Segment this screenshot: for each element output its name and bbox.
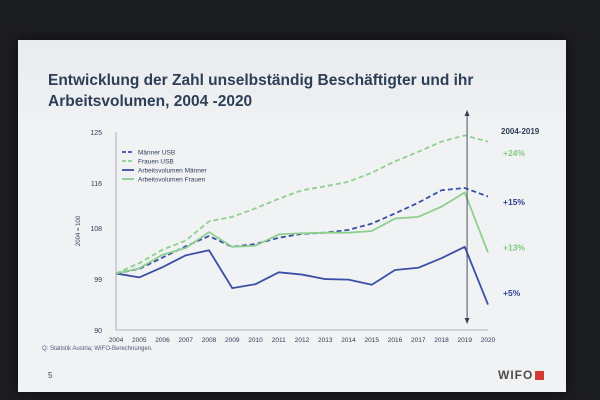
change-label-0: +24% <box>503 148 525 158</box>
legend-label-3: Arbeitsvolumen Frauen <box>138 177 206 184</box>
x-tick-label-2009: 2009 <box>225 337 240 344</box>
series-line-0 <box>115 187 489 275</box>
x-tick-label-2018: 2018 <box>434 337 449 344</box>
slide: Entwicklung der Zahl unselbständig Besch… <box>18 40 566 392</box>
x-tick-label-2017: 2017 <box>411 337 426 344</box>
series-line-3 <box>115 191 489 275</box>
chart-legend: Männer USB Frauen USB Arbeitsvolumen Männe… <box>122 150 207 184</box>
y-tick-label-125: 125 <box>90 130 102 137</box>
logo-square-icon <box>535 371 545 380</box>
x-tick-label-2013: 2013 <box>318 337 333 344</box>
x-tick-label-2015: 2015 <box>365 337 380 344</box>
x-tick-label-2004: 2004 <box>109 337 124 344</box>
y-tick-label-116: 116 <box>91 181 102 188</box>
x-tick-label-2012: 2012 <box>295 337 310 344</box>
y-tick-label-99: 99 <box>94 277 102 284</box>
x-tick-label-2019: 2019 <box>458 337 473 344</box>
period-label: 2004-2019 <box>501 127 540 136</box>
series-line-2 <box>115 245 489 305</box>
title-line-1: Entwicklung der Zahl unselbständig Besch… <box>48 72 474 89</box>
title-line-2: Arbeitsvolumen, 2004 -2020 <box>48 93 253 110</box>
x-tick-label-2008: 2008 <box>202 337 217 344</box>
series-line-1 <box>115 134 489 275</box>
x-tick-label-2010: 2010 <box>248 337 263 344</box>
legend-label-1: Frauen USB <box>138 159 174 166</box>
x-tick-label-2011: 2011 <box>272 337 286 344</box>
change-label-3: +5% <box>503 288 521 298</box>
logo-text: WIFO <box>498 368 534 382</box>
y-tick-label-108: 108 <box>90 226 102 233</box>
line-chart: 90 99 108 116 125 2004 2005 2006 2007 2008 2009 201… <box>76 110 540 344</box>
x-tick-label-2016: 2016 <box>388 337 403 344</box>
y-axis-label: 2004 = 100 <box>76 215 82 246</box>
y-tick-label-90: 90 <box>94 328 102 335</box>
title-band <box>18 40 566 118</box>
x-tick-label-2006: 2006 <box>155 337 170 344</box>
x-tick-label-2007: 2007 <box>179 337 194 344</box>
change-label-1: +15% <box>503 197 525 207</box>
source-note: Q: Statistik Austria; WIFO-Berechnungen. <box>42 346 153 352</box>
chart-series <box>115 134 489 305</box>
x-tick-label-2020: 2020 <box>481 337 496 344</box>
x-tick-label-2014: 2014 <box>341 337 356 344</box>
x-tick-label-2005: 2005 <box>132 337 147 344</box>
period-marker-arrow-top <box>464 110 470 116</box>
chart-annotations: 2004-2019 +24% +15% +13% +5% <box>464 110 540 324</box>
slide-title: Entwicklung der Zahl unselbständig Besch… <box>48 70 528 112</box>
legend-label-0: Männer USB <box>138 150 175 157</box>
wifo-logo: WIFO <box>498 368 545 382</box>
legend-label-2: Arbeitsvolumen Männer <box>138 168 207 175</box>
chart-axes: 90 99 108 116 125 2004 2005 2006 2007 2008 2009 201… <box>76 130 496 344</box>
page-number: 5 <box>48 371 53 380</box>
change-label-2: +13% <box>503 242 525 252</box>
period-marker-arrow-bottom <box>464 318 470 324</box>
